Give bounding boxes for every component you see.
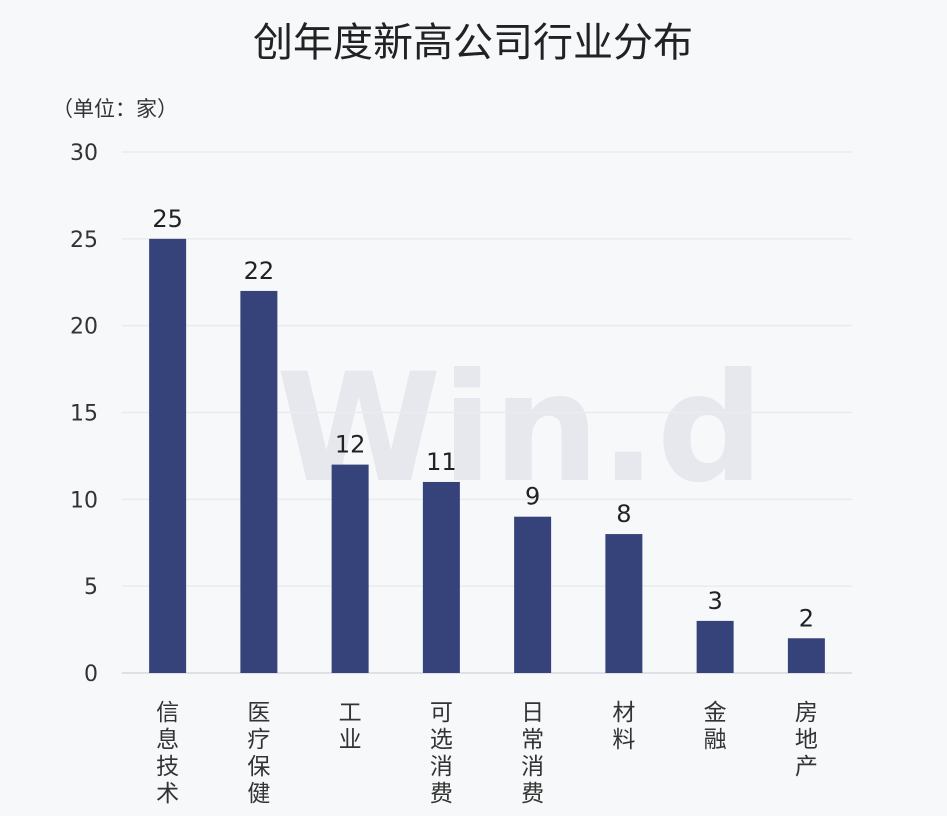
y-tick-label: 30 [70, 141, 98, 166]
data-label: 8 [616, 500, 631, 528]
data-label: 12 [335, 431, 366, 459]
bar [422, 481, 460, 673]
bar [240, 290, 278, 673]
data-labels: 25 22 12 11 9 8 3 2 [152, 205, 814, 632]
category-label: 医疗保健 [247, 700, 270, 807]
category-label: 材料 [612, 700, 635, 753]
bars [149, 238, 825, 674]
bar [696, 620, 734, 673]
data-label: 9 [525, 483, 540, 511]
data-label: 22 [244, 257, 275, 285]
category-label: 信息技术 [156, 700, 179, 807]
bar [514, 516, 552, 673]
category-label: 日常消费 [521, 700, 544, 807]
bar [331, 464, 369, 673]
category-label: 工业 [339, 700, 362, 753]
category-label: 金融 [704, 700, 727, 753]
data-label: 11 [426, 448, 457, 476]
y-tick-label: 5 [84, 575, 98, 600]
y-tick-label: 20 [70, 315, 98, 340]
data-label: 3 [707, 587, 722, 615]
category-label: 可选消费 [430, 700, 453, 807]
data-label: 2 [799, 604, 814, 632]
chart-title: 创年度新高公司行业分布 [253, 20, 693, 66]
y-tick-label: 0 [84, 662, 98, 687]
category-label: 房地产 [795, 700, 818, 780]
grid-lines [122, 151, 852, 674]
unit-label: （单位：家） [52, 97, 178, 121]
bar [605, 534, 643, 673]
bar [149, 238, 187, 674]
data-label: 25 [152, 205, 183, 233]
y-tick-label: 25 [70, 228, 98, 253]
y-tick-label: 15 [70, 402, 98, 427]
y-axis-ticks: 0 5 10 15 20 25 30 [70, 141, 98, 687]
bar [787, 638, 825, 673]
category-labels: 信息技术 医疗保健 工业 可选消费 日常消费 材料 金融 房地产 [156, 700, 818, 807]
y-tick-label: 10 [70, 488, 98, 513]
